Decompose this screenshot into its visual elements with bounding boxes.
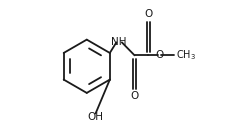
- Text: CH$_3$: CH$_3$: [176, 48, 196, 62]
- Text: O: O: [130, 91, 139, 101]
- Text: OH: OH: [88, 112, 104, 123]
- Text: O: O: [144, 9, 152, 19]
- Text: O: O: [156, 50, 164, 60]
- Text: NH: NH: [111, 37, 126, 47]
